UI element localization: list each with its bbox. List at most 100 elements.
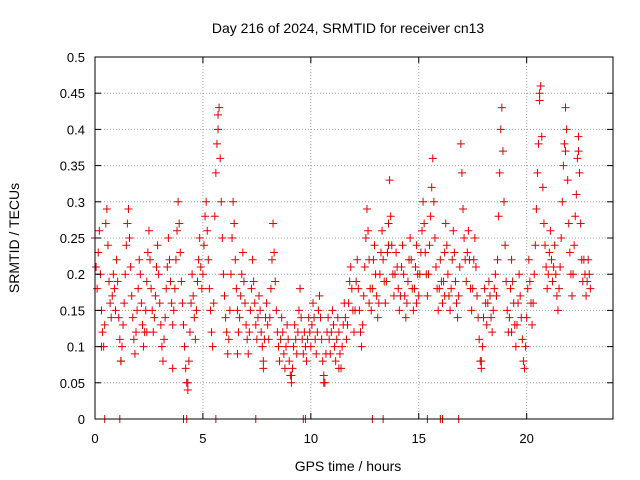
data-point <box>488 328 497 337</box>
data-point <box>289 342 298 351</box>
data-point <box>463 248 472 257</box>
data-point <box>372 291 381 300</box>
x-tick-label: 0 <box>91 431 98 446</box>
data-point <box>425 241 434 250</box>
data-point <box>451 277 460 286</box>
data-point <box>233 306 242 315</box>
data-point <box>573 154 582 163</box>
data-point <box>449 226 458 235</box>
data-point <box>125 234 134 242</box>
data-point <box>294 306 303 315</box>
data-point <box>218 234 227 242</box>
y-tick-label: 0.1 <box>67 340 85 355</box>
data-point <box>355 306 364 315</box>
data-point <box>305 328 314 337</box>
data-point <box>201 212 210 221</box>
data-point <box>382 277 391 286</box>
data-point <box>473 291 482 300</box>
data-point <box>193 277 202 286</box>
data-point <box>384 241 393 250</box>
data-point <box>530 270 539 279</box>
data-point <box>468 284 477 293</box>
data-point <box>221 313 230 322</box>
data-point <box>368 284 377 293</box>
data-point <box>386 212 395 221</box>
data-point <box>267 255 276 264</box>
data-point <box>528 320 537 329</box>
data-point <box>544 270 553 279</box>
data-point <box>400 291 409 300</box>
data-point <box>335 349 344 358</box>
data-point <box>512 320 521 329</box>
data-point <box>270 248 279 257</box>
data-point <box>110 284 119 293</box>
data-point <box>524 255 533 264</box>
data-point <box>401 313 410 322</box>
x-tick-label: 15 <box>412 431 426 446</box>
data-point <box>467 306 476 315</box>
data-point <box>278 328 287 337</box>
data-point <box>406 234 415 242</box>
data-point <box>491 270 500 279</box>
data-point <box>392 248 401 257</box>
data-point <box>330 342 339 351</box>
data-point <box>147 284 156 293</box>
data-point <box>522 313 531 322</box>
data-point <box>171 255 180 264</box>
data-point <box>204 255 213 264</box>
data-point <box>434 306 443 315</box>
data-point <box>181 364 190 373</box>
data-point <box>205 284 214 293</box>
data-point <box>314 306 323 315</box>
data-point <box>170 284 179 293</box>
data-point <box>500 197 509 206</box>
data-point <box>533 168 542 177</box>
data-point <box>324 313 333 322</box>
data-point <box>542 262 551 271</box>
data-point <box>308 299 317 308</box>
data-point <box>136 270 145 279</box>
data-point <box>249 277 258 286</box>
data-point <box>443 270 452 279</box>
data-point <box>537 132 546 141</box>
data-point <box>275 357 284 366</box>
data-point <box>319 371 328 380</box>
data-point <box>134 284 143 293</box>
data-point <box>233 349 242 358</box>
data-point <box>548 277 557 286</box>
data-point <box>361 234 370 242</box>
data-point <box>440 291 449 300</box>
data-point <box>402 299 411 308</box>
data-point <box>197 284 206 293</box>
data-point <box>430 234 439 242</box>
data-point <box>224 335 233 344</box>
data-point <box>152 262 161 271</box>
data-point <box>395 306 404 315</box>
data-point <box>440 248 449 257</box>
y-tick-label: 0 <box>78 412 85 427</box>
data-point <box>334 328 343 337</box>
data-point <box>258 342 267 351</box>
data-point <box>259 357 268 366</box>
data-point <box>505 313 514 322</box>
data-point <box>209 299 218 308</box>
data-points <box>91 81 595 423</box>
data-point <box>241 299 250 308</box>
data-point <box>448 255 457 264</box>
data-point <box>148 306 157 315</box>
data-point <box>210 212 219 221</box>
data-point <box>189 291 198 300</box>
data-point <box>226 270 235 279</box>
data-point <box>313 328 322 337</box>
data-point <box>391 270 400 279</box>
data-point <box>299 349 308 358</box>
data-point <box>428 154 437 163</box>
data-point <box>483 299 492 308</box>
data-point <box>276 335 285 344</box>
data-point <box>489 306 498 315</box>
data-point <box>562 125 571 134</box>
data-point <box>192 306 201 315</box>
data-point <box>274 342 283 351</box>
data-point <box>334 364 343 373</box>
data-point <box>501 241 510 250</box>
